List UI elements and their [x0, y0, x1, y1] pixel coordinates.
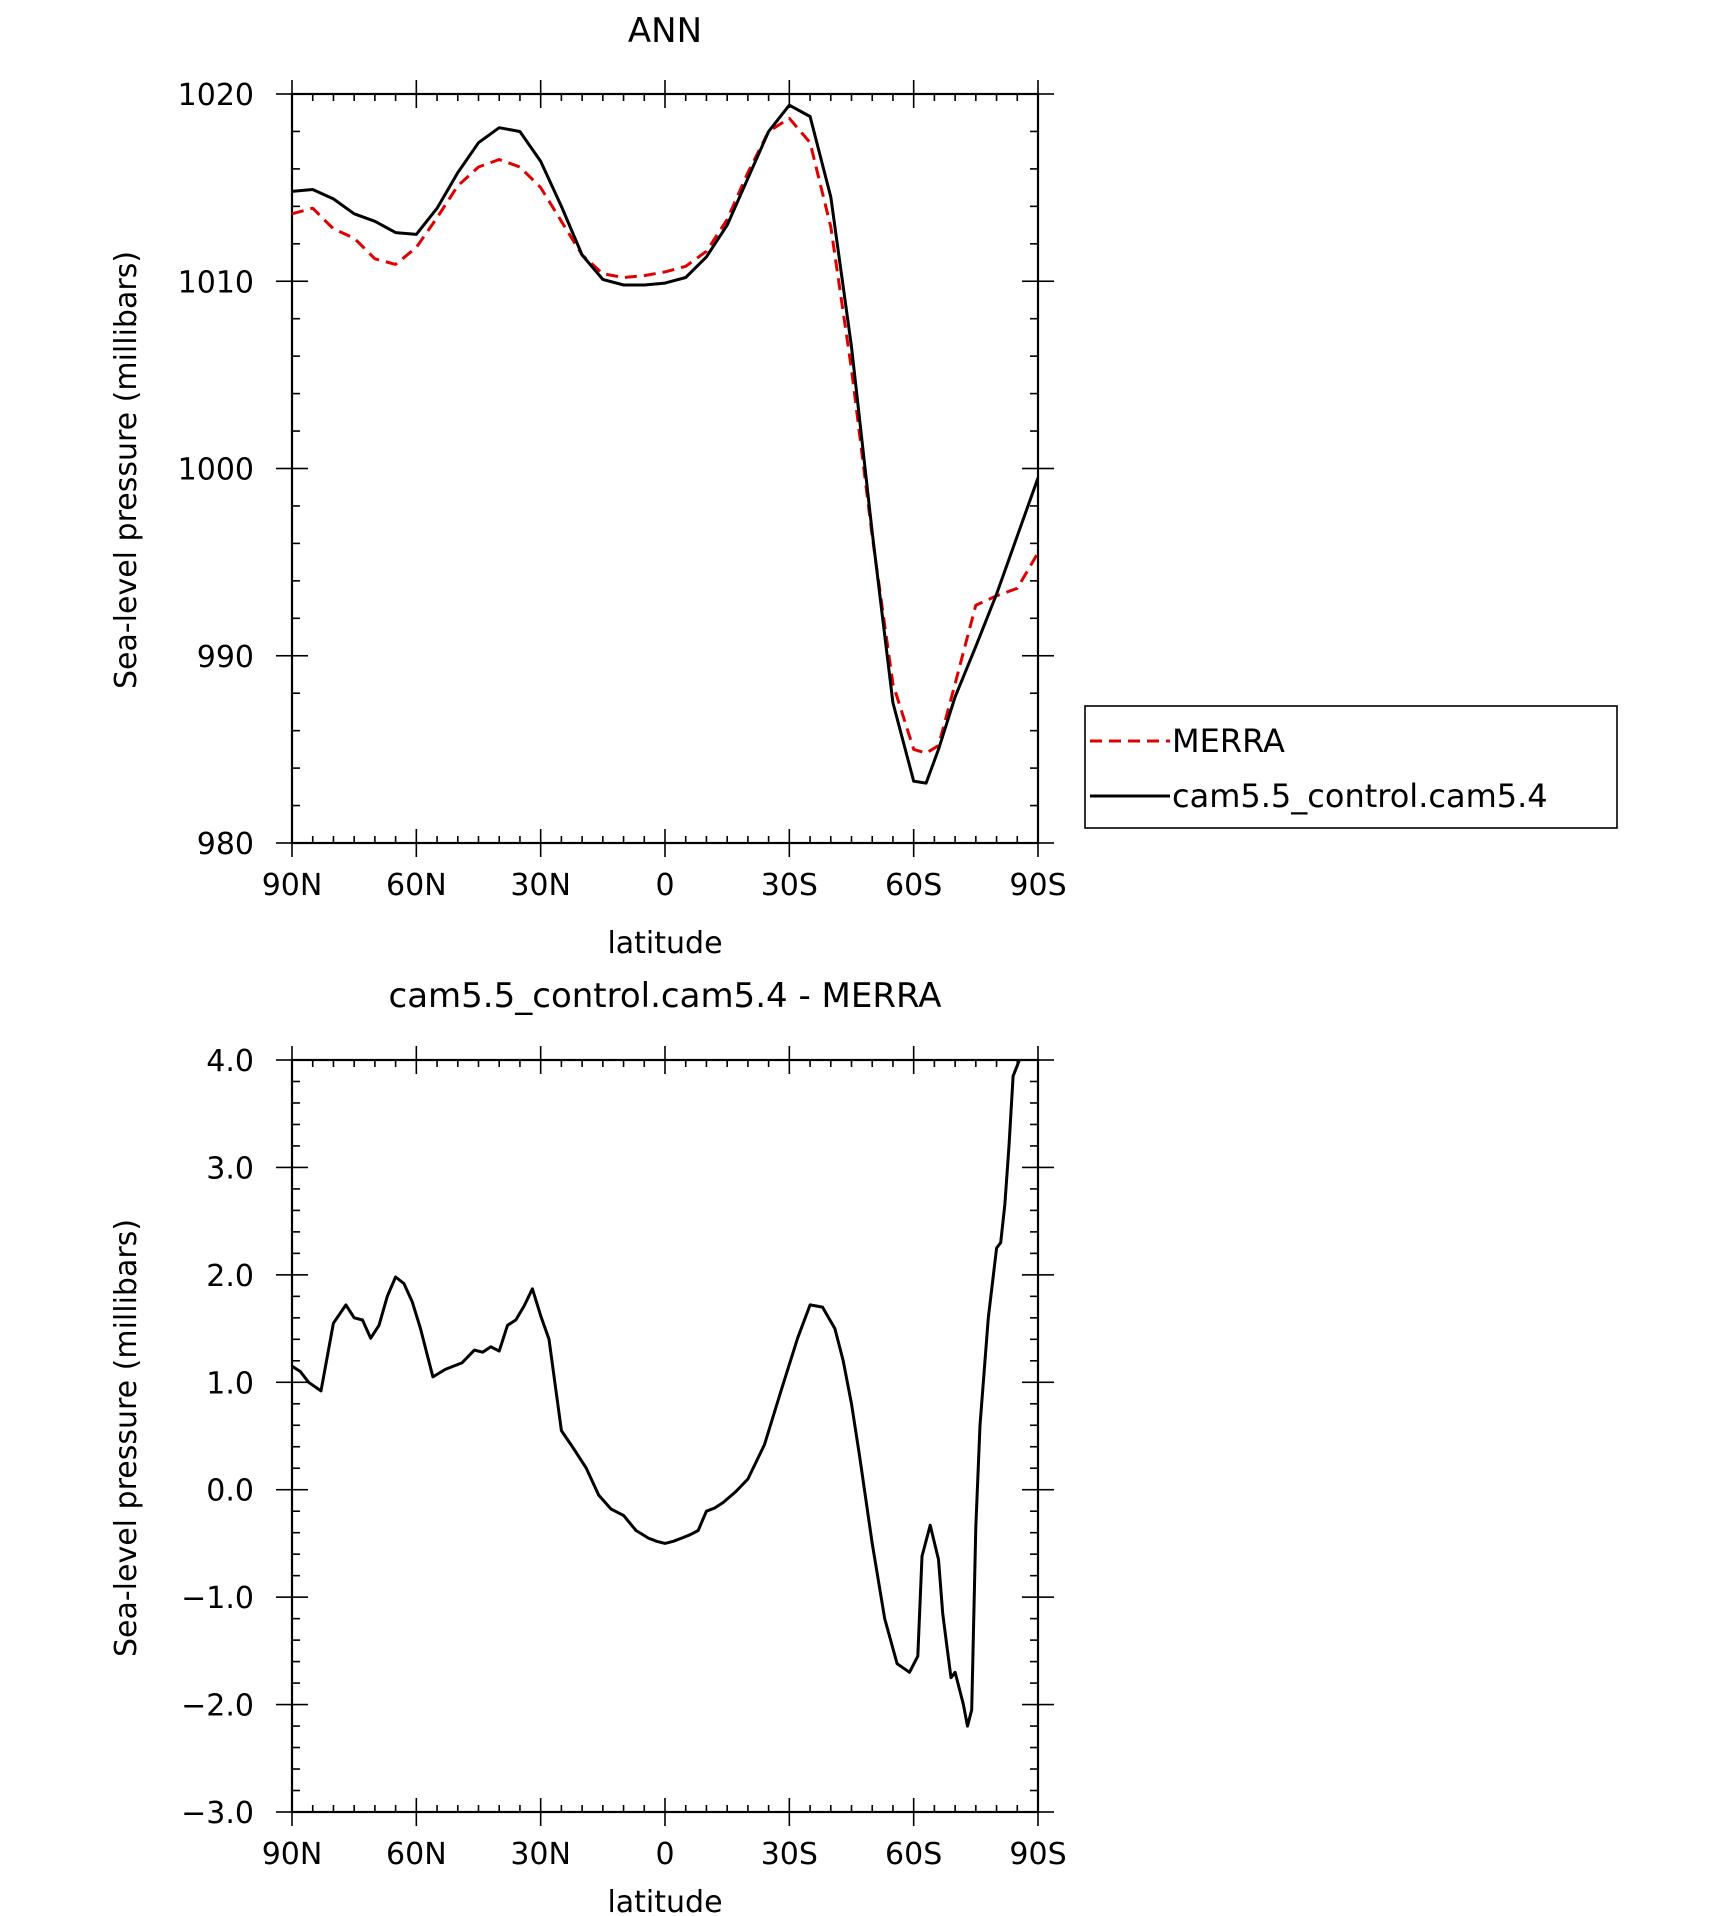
chart-top-x-tick-label: 30N — [510, 868, 571, 903]
chart-bottom-y-axis-title: Sea-level pressure (millibars) — [109, 1219, 144, 1657]
chart-bottom-x-tick-label: 90S — [1009, 1837, 1066, 1872]
chart-top-x-tick-label: 0 — [655, 868, 674, 903]
chart-bottom-x-tick-label: 60N — [386, 1837, 447, 1872]
legend-label-merra: MERRA — [1172, 722, 1285, 760]
chart-top-frame — [290, 92, 1040, 845]
chart-top-x-tick-label: 60S — [885, 868, 942, 903]
chart-bottom-frame — [290, 1058, 1040, 1814]
chart-bottom-plot-area: 90N 60N 30N 0 30S 60S 90S −3.0 −2.0 −1.0 0.0 1.0 2.0… — [181, 1044, 1066, 1872]
chart-top-x-tick-label: 60N — [386, 868, 447, 903]
chart-bottom-y-tick-label: 3.0 — [206, 1151, 254, 1186]
chart-bottom-y-tick-label: 4.0 — [206, 1044, 254, 1079]
chart-bottom-y-tick-label: −2.0 — [181, 1689, 254, 1724]
chart-bottom-x-tick-label: 60S — [885, 1837, 942, 1872]
chart-top-title: ANN — [628, 11, 702, 51]
chart-bottom-y-tick-label: 0.0 — [206, 1474, 254, 1509]
chart-bottom-panel: cam5.5_control.cam5.4 - MERRA 90N 60N 30N 0… — [109, 976, 1067, 1916]
chart-top-y-tick-label: 1000 — [178, 453, 254, 488]
chart-bottom-y-tick-label: −3.0 — [181, 1796, 254, 1831]
chart-top-plot-area: 90N 60N 30N 0 30S 60S 90S 980 990 1000 1010 1020 — [178, 78, 1067, 903]
legend-box — [1084, 705, 1618, 829]
chart-bottom-x-axis-title: latitude — [607, 1885, 722, 1916]
chart-top-series-line-merra — [292, 116, 1038, 755]
chart-bottom-y-tick-label: −1.0 — [181, 1581, 254, 1616]
chart-bottom-series-line-0 — [292, 1060, 1021, 1728]
chart-top-y-tick-label: 990 — [197, 640, 254, 675]
chart-bottom-y-tick-label: 2.0 — [206, 1259, 254, 1294]
chart-top-series-line-cam5-5-control-cam5-4 — [292, 103, 1038, 785]
chart-top-y-tick-label: 980 — [197, 827, 254, 862]
chart-top-x-tick-label: 30S — [761, 868, 818, 903]
chart-bottom-y-tick-label: 1.0 — [206, 1366, 254, 1401]
chart-top-x-axis-title: latitude — [607, 926, 722, 961]
chart-bottom-x-tick-label: 30N — [510, 1837, 571, 1872]
chart-top-y-tick-label: 1020 — [178, 78, 254, 113]
chart-bottom-x-tick-label: 90N — [262, 1837, 323, 1872]
chart-top-x-tick-label: 90N — [262, 868, 323, 903]
chart-bottom-x-tick-label: 0 — [655, 1837, 674, 1872]
chart-bottom-title: cam5.5_control.cam5.4 - MERRA — [389, 976, 942, 1016]
chart-top-y-axis-title: Sea-level pressure (millibars) — [109, 251, 144, 689]
chart-top-legend: MERRA cam5.5_control.cam5.4 — [1084, 705, 1618, 829]
legend-label-cam: cam5.5_control.cam5.4 — [1172, 777, 1548, 815]
chart-bottom-x-tick-label: 30S — [761, 1837, 818, 1872]
chart-top-x-tick-label: 90S — [1009, 868, 1066, 903]
chart-top-panel: ANN 90N 60N 30N 0 30S 60S 90S 980 990 1000 1010 102… — [109, 11, 1618, 961]
chart-top-y-tick-label: 1010 — [178, 265, 254, 300]
